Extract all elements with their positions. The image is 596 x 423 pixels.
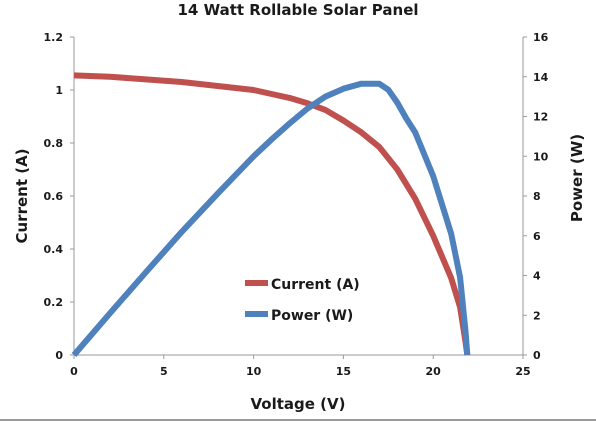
y-tick-label: 0.6 <box>44 190 64 203</box>
series-line-power <box>71 80 471 357</box>
y-tick-label: 1 <box>55 84 63 97</box>
x-tick-label: 15 <box>336 365 351 378</box>
chart-title: 14 Watt Rollable Solar Panel <box>177 1 418 19</box>
y2-tick-label: 4 <box>533 270 541 283</box>
y2-tick-label: 14 <box>533 71 549 84</box>
y-tick-label: 0.8 <box>44 137 64 150</box>
x-axis-label: Voltage (V) <box>251 395 346 413</box>
y2-tick-label: 16 <box>533 31 549 44</box>
y-tick-label: 0 <box>55 349 63 362</box>
y2-tick-label: 10 <box>533 150 549 163</box>
bottom-border <box>0 419 596 421</box>
x-tick-label: 10 <box>246 365 262 378</box>
y2-tick-label: 2 <box>533 309 541 322</box>
y2-tick-label: 0 <box>533 349 541 362</box>
x-tick-label: 25 <box>515 365 530 378</box>
legend-label-power: Power (W) <box>271 308 353 324</box>
series-line-current <box>73 72 471 356</box>
y2-axis-ticks: 0 2 4 6 8 10 12 14 16 <box>523 31 549 362</box>
x-tick-label: 5 <box>160 365 168 378</box>
y2-tick-label: 6 <box>533 230 541 243</box>
y2-tick-label: 8 <box>533 190 541 203</box>
legend: Current (A) Power (W) <box>245 277 360 324</box>
y-tick-label: 0.2 <box>44 296 64 309</box>
x-axis-ticks: 0 5 10 15 20 25 <box>70 355 531 378</box>
y2-axis-label: Power (W) <box>568 134 586 222</box>
series-layer <box>71 72 471 357</box>
x-tick-label: 0 <box>70 365 78 378</box>
y2-tick-label: 12 <box>533 111 548 124</box>
y-tick-label: 0.4 <box>44 243 64 256</box>
legend-label-current: Current (A) <box>271 277 360 293</box>
y-tick-label: 1.2 <box>44 31 64 44</box>
y-axis-ticks: 0 0.2 0.4 0.6 0.8 1 1.2 <box>44 31 74 362</box>
x-tick-label: 20 <box>426 365 442 378</box>
y-axis-label: Current (A) <box>13 148 31 243</box>
